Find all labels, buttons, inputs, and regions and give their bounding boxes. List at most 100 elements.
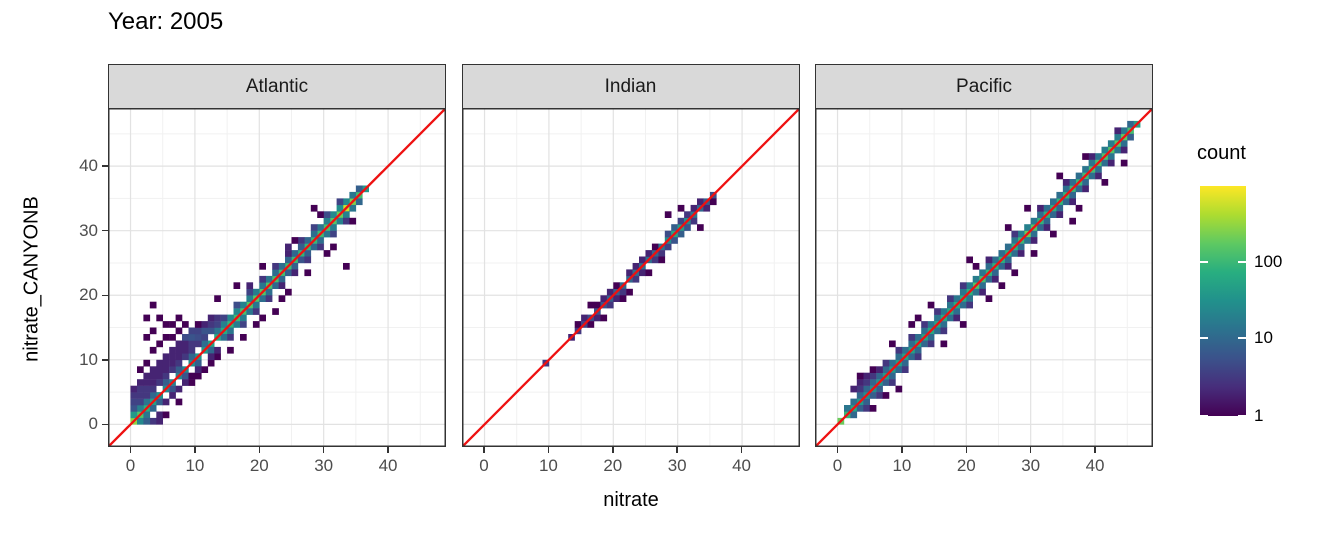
count-bin [143,379,151,386]
count-bin [175,340,183,348]
count-bin [336,217,344,225]
count-bin [998,250,1006,257]
count-bin [149,385,157,393]
identity-line [461,108,800,447]
x-tick-mark [740,447,743,453]
count-bin [156,314,163,322]
count-bin [972,275,980,283]
count-bin [156,359,163,367]
x-tick-label: 20 [249,456,269,475]
count-bin [677,230,684,238]
count-bin [979,282,986,289]
count-bin [201,340,209,348]
count-bin [1043,217,1051,225]
count-bin [259,263,266,270]
x-tick-label: 10 [892,456,912,475]
count-bin [645,250,652,257]
count-bin [1069,198,1076,206]
count-bin [664,243,671,251]
count-bin [259,282,266,289]
count-bin [1114,146,1122,154]
count-bin [677,204,684,212]
x-tick-label: 20 [956,456,976,475]
count-bin [1011,237,1019,244]
count-bin [182,372,189,380]
count-bin [182,353,189,361]
count-bin [143,359,151,367]
count-bin [130,398,138,406]
count-bin [194,359,202,367]
count-bin [143,334,151,341]
count-bin [683,224,691,231]
count-bin [272,308,279,315]
count-bin [149,301,157,309]
panel-border [108,108,446,447]
count-bin [914,334,922,341]
count-bin [278,275,286,283]
x-tick-mark [965,447,968,453]
count-bin [966,301,973,309]
count-bin [149,379,157,386]
legend-tick-mark [1200,337,1208,340]
count-bin [927,301,935,309]
count-bin [1069,191,1076,199]
count-bin [979,288,986,296]
count-bin [227,334,234,341]
count-bin [272,263,279,270]
count-bin [1004,256,1012,264]
x-tick-mark [1094,447,1096,453]
count-bin [317,211,324,218]
count-bin [574,321,581,328]
count-bin [882,359,890,367]
count-bin [162,372,170,380]
count-bin [1004,224,1012,231]
count-bin [246,308,254,315]
count-bin [162,398,170,406]
count-bin [651,256,659,264]
legend-tick-label: 1 [1254,406,1264,425]
count-bin [632,263,639,270]
count-bin [1095,153,1102,160]
count-bin [1050,211,1057,218]
count-bin [1024,204,1031,212]
count-bin [1127,120,1134,128]
count-bin [901,366,909,373]
count-bin [175,398,183,406]
count-bin [330,211,337,218]
count-bin [1017,230,1025,238]
count-bin [227,327,234,335]
count-bin [1037,224,1044,231]
count-bin [310,224,318,231]
count-bin [921,340,928,348]
x-tick-label: 0 [832,456,843,475]
count-bin [162,321,170,328]
count-bin [876,392,883,399]
count-bin [606,301,614,309]
count-bin [921,321,928,328]
facet-strip-pacific: Pacific [815,64,1153,109]
count-bin [889,340,896,348]
count-bin [156,340,163,348]
count-bin [207,346,215,354]
count-bin [285,288,292,296]
count-bin [175,359,183,367]
y-tick-mark [102,423,108,426]
count-bin [207,314,215,322]
count-bin [908,340,916,348]
count-bin [927,321,935,328]
count-bin [869,405,877,412]
count-bin [1011,250,1019,257]
count-bin [895,366,903,373]
count-bin [985,275,993,283]
count-bin [304,256,312,264]
count-bin [927,334,935,341]
count-bin [587,301,594,309]
legend-tick-label: 10 [1254,328,1273,348]
count-bin [1056,204,1064,212]
count-bin [947,301,954,309]
count-bin [201,334,209,341]
count-bin [272,269,279,277]
count-bin [175,366,183,373]
count-bin [227,346,234,354]
count-bin [143,398,151,406]
